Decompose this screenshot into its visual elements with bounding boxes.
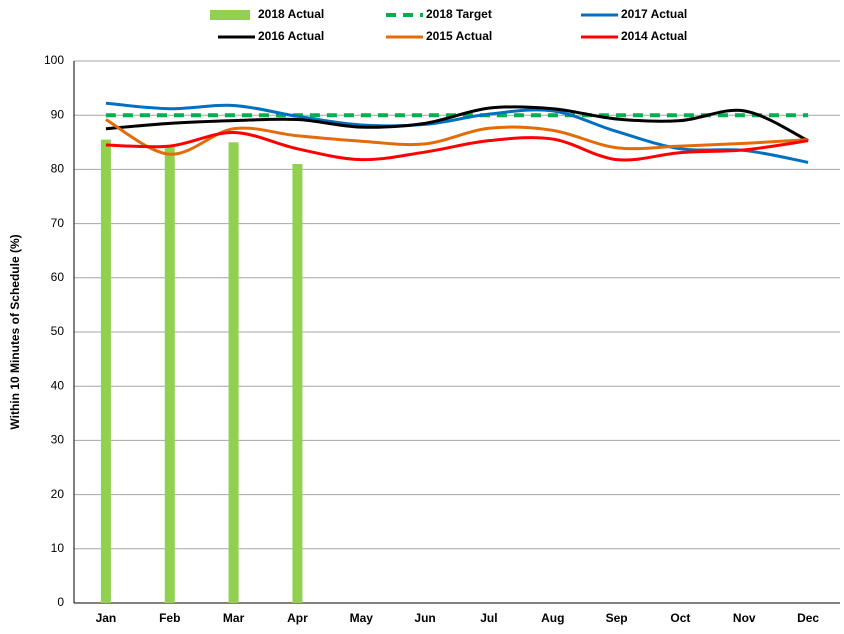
y-tick-label: 20 [51, 487, 65, 501]
legend-label: 2018 Actual [258, 7, 324, 21]
legend-label: 2015 Actual [426, 29, 492, 43]
x-tick-label: May [350, 611, 374, 625]
x-tick-label: Oct [670, 611, 690, 625]
legend-label: 2014 Actual [621, 29, 687, 43]
x-tick-label: Sep [606, 611, 628, 625]
x-tick-label: Jul [480, 611, 497, 625]
legend-swatch [210, 10, 250, 20]
y-tick-label: 100 [44, 53, 64, 67]
y-tick-label: 50 [51, 324, 65, 338]
line [105, 118, 809, 156]
line [105, 131, 809, 162]
bar [228, 142, 239, 604]
y-tick-label: 40 [51, 378, 65, 392]
y-tick-label: 30 [51, 433, 65, 447]
x-tick-label: Aug [541, 611, 564, 625]
line [105, 101, 809, 164]
legend-label: 2017 Actual [621, 7, 687, 21]
line [105, 105, 809, 143]
bar [100, 139, 111, 603]
bar [164, 147, 175, 604]
bar [292, 163, 303, 604]
y-tick-label: 70 [51, 216, 65, 230]
x-tick-label: Jun [414, 611, 435, 625]
legend-label: 2018 Target [426, 7, 492, 21]
x-tick-label: Nov [733, 611, 756, 625]
y-tick-label: 90 [51, 107, 65, 121]
x-tick-label: Apr [287, 611, 308, 625]
x-tick-label: Feb [159, 611, 180, 625]
legend-label: 2016 Actual [258, 29, 324, 43]
x-tick-label: Jan [96, 611, 117, 625]
y-tick-label: 60 [51, 270, 65, 284]
x-tick-label: Mar [223, 611, 245, 625]
y-tick-label: 0 [57, 595, 64, 609]
y-tick-label: 80 [51, 162, 65, 176]
x-tick-label: Dec [797, 611, 819, 625]
y-tick-label: 10 [51, 541, 65, 555]
y-axis-label: Within 10 Minutes of Schedule (%) [8, 234, 22, 429]
